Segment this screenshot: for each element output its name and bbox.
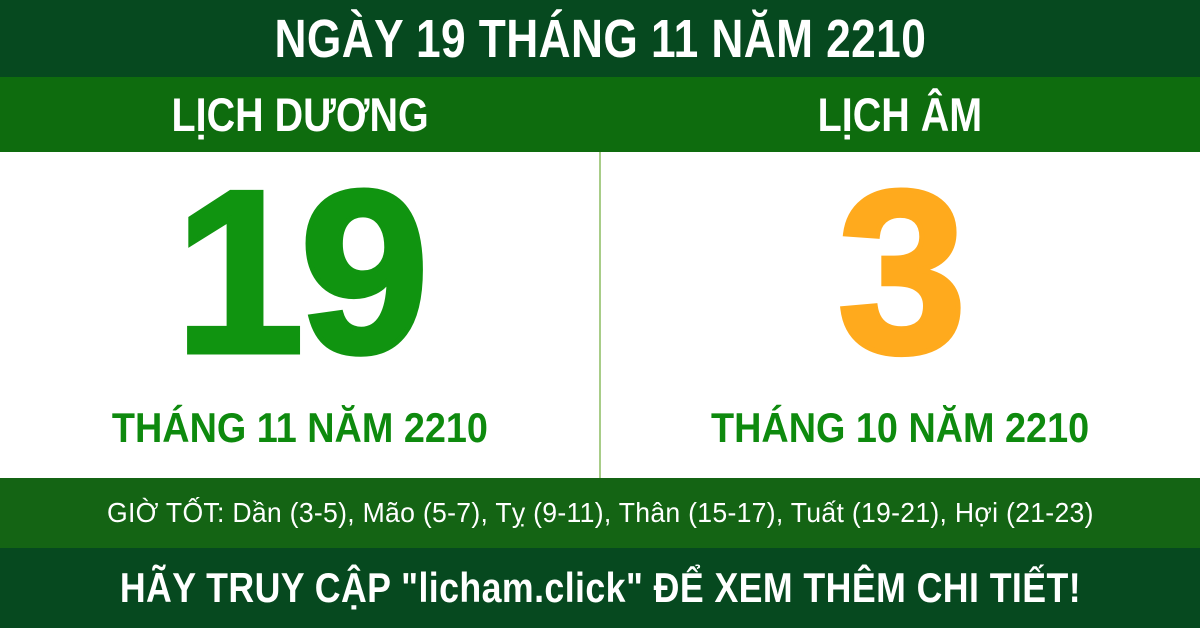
footer-cta-bar: HÃY TRUY CẬP "licham.click" ĐỂ XEM THÊM … [0, 548, 1200, 628]
lunar-calendar-header: LỊCH ÂM [600, 77, 1200, 152]
good-hours-text: GIỜ TỐT: Dần (3-5), Mão (5-7), Tỵ (9-11)… [106, 497, 1094, 528]
good-hours-bar: GIỜ TỐT: Dần (3-5), Mão (5-7), Tỵ (9-11)… [0, 478, 1200, 548]
lunar-panel: 3 THÁNG 10 NĂM 2210 [600, 152, 1200, 478]
lunar-day-number: 3 [835, 143, 969, 402]
date-title: NGÀY 19 THÁNG 11 NĂM 2210 [274, 8, 926, 69]
date-header-bar: NGÀY 19 THÁNG 11 NĂM 2210 [0, 0, 1200, 77]
solar-calendar-header: LỊCH DƯƠNG [0, 77, 600, 152]
calendar-panels: 19 THÁNG 11 NĂM 2210 3 THÁNG 10 NĂM 2210 [0, 152, 1200, 478]
lunar-month-year: THÁNG 10 NĂM 2210 [710, 404, 1090, 451]
panel-divider [599, 152, 601, 478]
solar-panel: 19 THÁNG 11 NĂM 2210 [0, 152, 600, 478]
lunar-calendar-label: LỊCH ÂM [817, 88, 983, 141]
solar-month-year: THÁNG 11 NĂM 2210 [111, 404, 489, 451]
solar-calendar-label: LỊCH DƯƠNG [171, 88, 429, 141]
cta-text: HÃY TRUY CẬP "licham.click" ĐỂ XEM THÊM … [119, 564, 1081, 611]
solar-day-number: 19 [172, 143, 431, 402]
calendar-type-header-row: LỊCH DƯƠNG LỊCH ÂM [0, 77, 1200, 152]
